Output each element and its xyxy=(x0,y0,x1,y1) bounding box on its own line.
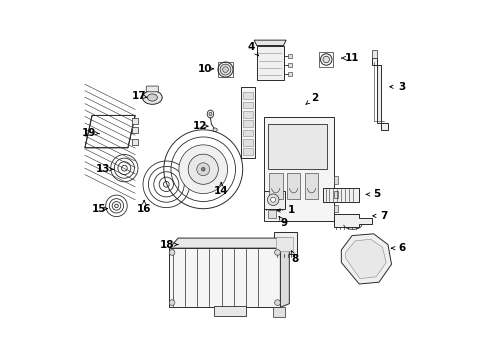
Text: 10: 10 xyxy=(198,64,212,74)
FancyBboxPatch shape xyxy=(267,210,275,218)
FancyBboxPatch shape xyxy=(263,191,285,209)
FancyBboxPatch shape xyxy=(242,139,253,145)
Polygon shape xyxy=(254,40,285,45)
FancyBboxPatch shape xyxy=(146,86,158,92)
Ellipse shape xyxy=(220,64,230,75)
Text: 3: 3 xyxy=(398,82,405,92)
Circle shape xyxy=(188,154,218,184)
Text: 15: 15 xyxy=(92,204,106,214)
Circle shape xyxy=(274,249,280,255)
FancyBboxPatch shape xyxy=(242,93,253,99)
Text: 11: 11 xyxy=(344,53,359,63)
FancyBboxPatch shape xyxy=(242,130,253,136)
Text: 13: 13 xyxy=(95,164,110,174)
FancyBboxPatch shape xyxy=(323,188,359,202)
Ellipse shape xyxy=(147,94,157,101)
Ellipse shape xyxy=(320,54,331,65)
Circle shape xyxy=(270,197,275,202)
Text: 6: 6 xyxy=(398,243,405,253)
FancyBboxPatch shape xyxy=(242,148,253,155)
FancyBboxPatch shape xyxy=(131,139,138,145)
Ellipse shape xyxy=(142,91,162,104)
Text: 4: 4 xyxy=(247,42,255,52)
Text: 19: 19 xyxy=(81,129,96,138)
Circle shape xyxy=(196,163,209,176)
FancyBboxPatch shape xyxy=(371,50,376,58)
Text: 17: 17 xyxy=(131,91,146,101)
FancyBboxPatch shape xyxy=(287,72,291,76)
FancyBboxPatch shape xyxy=(241,87,255,158)
FancyBboxPatch shape xyxy=(242,102,253,108)
Circle shape xyxy=(179,145,227,194)
FancyBboxPatch shape xyxy=(276,237,293,251)
Polygon shape xyxy=(169,238,289,248)
Circle shape xyxy=(169,249,175,255)
FancyBboxPatch shape xyxy=(304,173,318,199)
FancyBboxPatch shape xyxy=(214,306,246,316)
Text: 9: 9 xyxy=(280,218,287,228)
Circle shape xyxy=(274,300,280,306)
Polygon shape xyxy=(85,116,135,148)
FancyBboxPatch shape xyxy=(131,127,138,133)
Ellipse shape xyxy=(218,62,233,77)
FancyBboxPatch shape xyxy=(256,45,283,80)
Circle shape xyxy=(201,167,204,171)
FancyBboxPatch shape xyxy=(333,191,338,198)
FancyBboxPatch shape xyxy=(169,248,280,307)
Ellipse shape xyxy=(207,110,213,118)
Polygon shape xyxy=(280,238,289,307)
FancyBboxPatch shape xyxy=(286,173,300,199)
FancyBboxPatch shape xyxy=(267,125,326,169)
FancyBboxPatch shape xyxy=(242,121,253,127)
FancyBboxPatch shape xyxy=(333,205,338,212)
Text: 7: 7 xyxy=(380,211,387,221)
Ellipse shape xyxy=(323,56,329,63)
Text: 8: 8 xyxy=(290,254,298,264)
Polygon shape xyxy=(345,239,386,279)
Circle shape xyxy=(267,194,278,206)
Text: 14: 14 xyxy=(213,186,228,196)
Polygon shape xyxy=(333,214,371,227)
FancyBboxPatch shape xyxy=(242,111,253,118)
Circle shape xyxy=(169,300,175,306)
Ellipse shape xyxy=(208,112,211,116)
Text: 12: 12 xyxy=(192,121,206,131)
FancyBboxPatch shape xyxy=(273,232,297,253)
FancyBboxPatch shape xyxy=(131,118,138,124)
FancyBboxPatch shape xyxy=(268,173,282,199)
FancyBboxPatch shape xyxy=(264,117,333,221)
Polygon shape xyxy=(341,234,391,284)
Text: 1: 1 xyxy=(287,206,294,216)
Text: 18: 18 xyxy=(160,239,174,249)
Ellipse shape xyxy=(212,128,217,132)
FancyBboxPatch shape xyxy=(287,63,291,67)
Text: 5: 5 xyxy=(373,189,380,199)
Text: 2: 2 xyxy=(310,93,317,103)
FancyBboxPatch shape xyxy=(333,176,338,184)
Polygon shape xyxy=(371,58,387,130)
FancyBboxPatch shape xyxy=(273,307,284,317)
Text: 16: 16 xyxy=(137,204,151,214)
FancyBboxPatch shape xyxy=(287,54,291,58)
Ellipse shape xyxy=(222,67,228,72)
